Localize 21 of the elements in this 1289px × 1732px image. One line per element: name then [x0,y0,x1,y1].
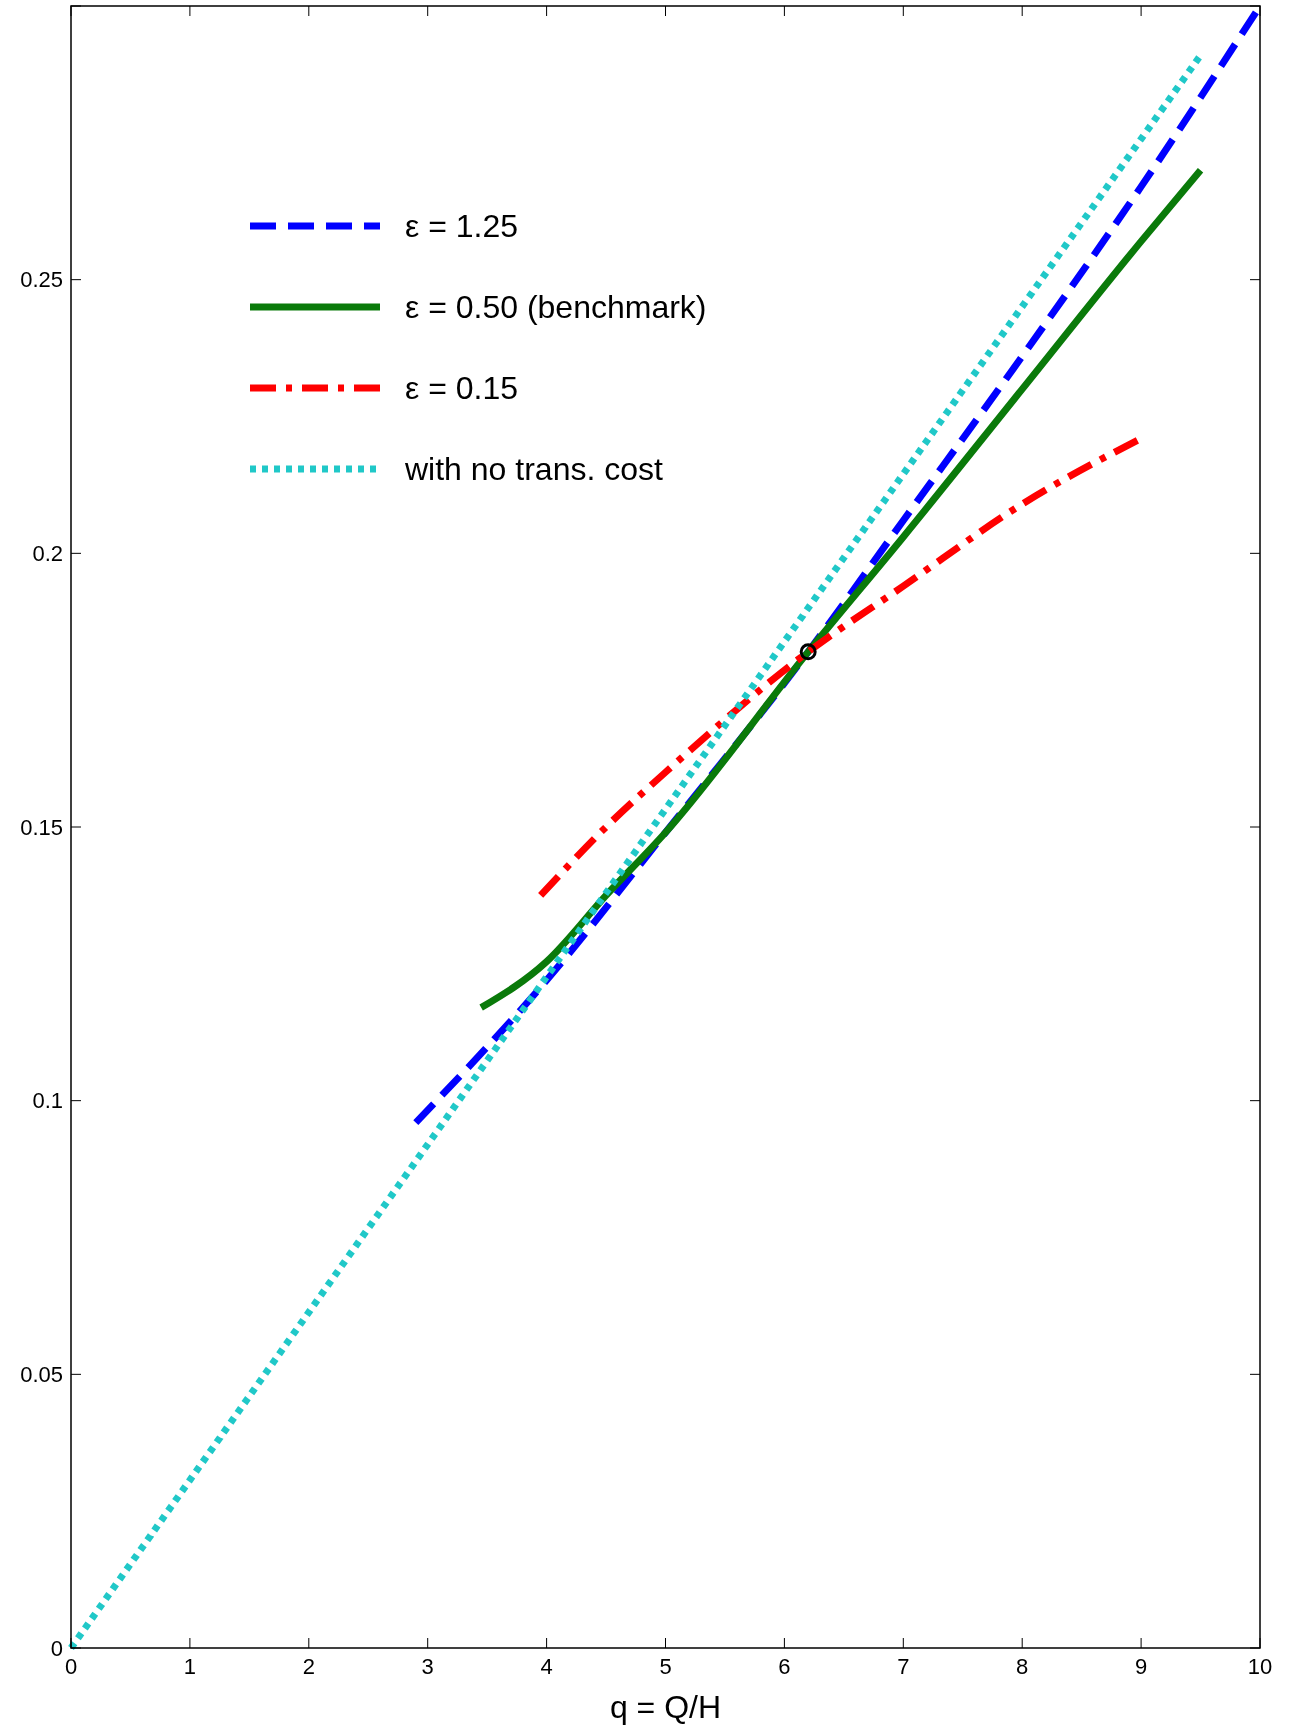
x-tick-label: 1 [183,1654,197,1679]
y-tick-label: 0.15 [20,814,63,840]
legend-label: ε = 0.50 (benchmark) [405,289,707,326]
y-tick-label: 0.2 [32,541,63,567]
x-tick-label: 7 [897,1654,910,1679]
y-tick-label: 0 [50,1635,63,1661]
y-tick-label: 0.05 [20,1362,63,1388]
y-tick-label: 0.25 [20,267,63,293]
x-tick-label: 4 [540,1654,553,1679]
legend-label: with no trans. cost [404,451,663,488]
x-tick-label: 6 [778,1654,791,1679]
legend-label: ε = 1.25 [405,208,519,245]
x-tick-label: 2 [302,1654,315,1679]
x-tick-label: 5 [659,1654,672,1679]
x-axis-title: q = Q/H [609,1689,722,1725]
x-tick-label: 8 [1016,1654,1029,1679]
x-tick-label: 3 [421,1654,434,1679]
x-tick-label: 10 [1247,1654,1273,1679]
x-tick-label: 9 [1134,1654,1148,1679]
y-tick-label: 0.1 [32,1088,63,1114]
legend-label: ε = 0.15 [405,370,519,407]
